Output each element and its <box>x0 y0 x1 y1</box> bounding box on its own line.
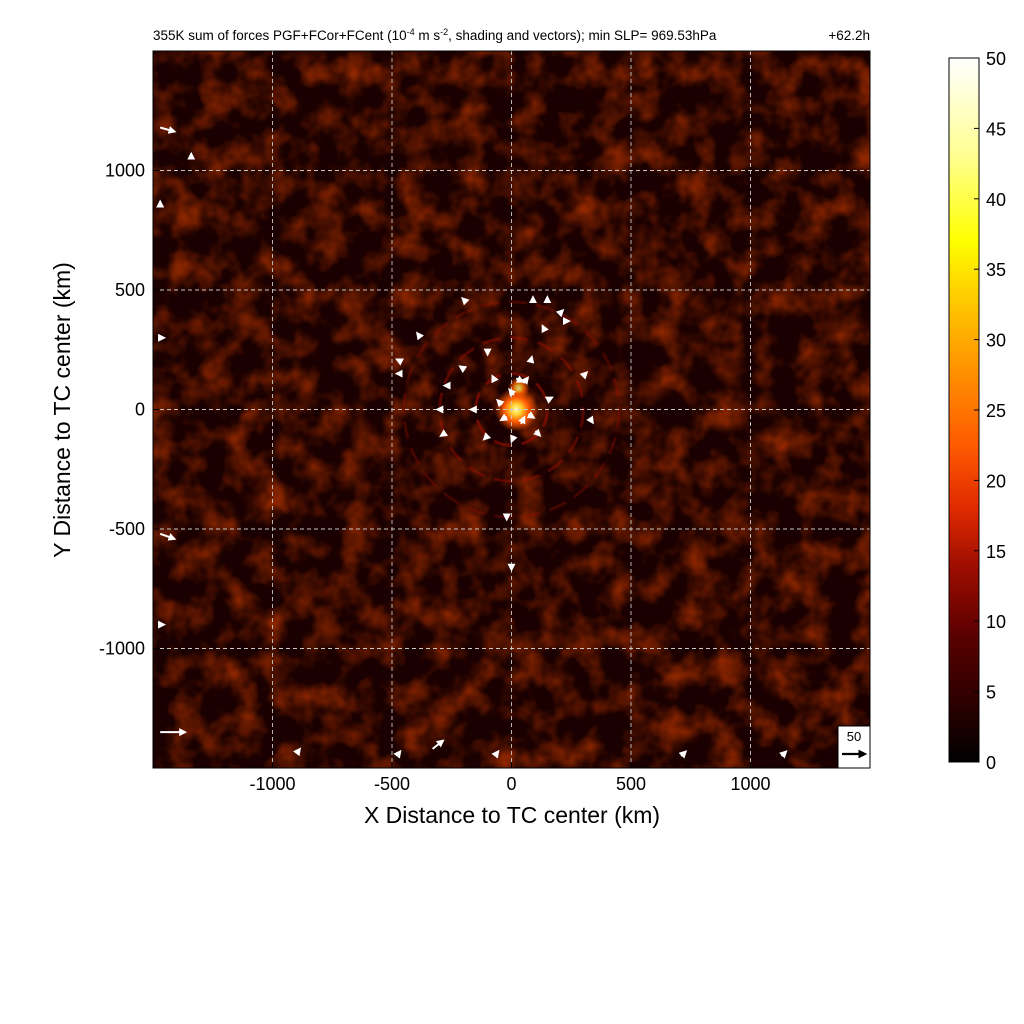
force-vector <box>544 396 554 404</box>
colorbar-tick-label: 50 <box>986 49 1006 69</box>
colorbar: 0 5 10 15 20 25 30 35 40 45 50 <box>948 49 1006 773</box>
x-tick-label: -500 <box>374 774 410 794</box>
force-vector <box>526 411 536 419</box>
plot-area <box>153 51 870 768</box>
force-vector <box>532 428 542 437</box>
force-vector <box>159 126 177 134</box>
colorbar-tick-label: 20 <box>986 471 1006 491</box>
force-vector <box>541 324 549 334</box>
colorbar-tick-label: 15 <box>986 542 1006 562</box>
colorbar-tick-label: 0 <box>986 753 996 773</box>
force-vector <box>508 388 517 397</box>
force-vector <box>491 749 500 759</box>
force-vector <box>521 376 530 385</box>
time-label: +62.2h <box>828 28 870 43</box>
force-vector <box>499 413 509 422</box>
force-vector <box>439 429 449 437</box>
force-vector <box>678 750 688 759</box>
force-vector <box>518 415 526 425</box>
colorbar-tick-label: 10 <box>986 612 1006 632</box>
force-vector <box>415 331 424 341</box>
colorbar-tick-label: 35 <box>986 260 1006 280</box>
force-vector <box>393 749 402 759</box>
force-vector <box>159 532 177 541</box>
force-vector <box>510 434 518 444</box>
y-tick-label: 1000 <box>105 161 145 181</box>
colorbar-tick-label: 5 <box>986 683 996 703</box>
x-tick-label: 0 <box>506 774 516 794</box>
y-axis-ticks: -1000 -500 0 500 1000 <box>99 161 159 659</box>
y-tick-label: 0 <box>135 400 145 420</box>
x-tick-label: 1000 <box>730 774 770 794</box>
force-vector <box>526 354 535 364</box>
gridlines <box>153 51 870 768</box>
force-vector <box>293 747 302 757</box>
x-axis-label: X Distance to TC center (km) <box>364 802 660 828</box>
x-axis-ticks: -1000 -500 0 500 1000 <box>249 762 771 794</box>
force-vector <box>482 432 492 441</box>
force-vector <box>586 415 594 425</box>
force-vector <box>495 398 505 408</box>
heatmap-ring <box>402 300 621 519</box>
force-vector <box>491 374 499 384</box>
force-vector <box>458 365 468 374</box>
force-vector <box>579 371 589 380</box>
y-tick-label: -500 <box>109 519 145 539</box>
chart-title: 355K sum of forces PGF+FCor+FCent (10-4 … <box>153 27 717 43</box>
y-tick-label: -1000 <box>99 639 145 659</box>
y-axis-label: Y Distance to TC center (km) <box>49 262 75 558</box>
colorbar-tick-label: 30 <box>986 331 1006 351</box>
force-vector <box>395 358 404 366</box>
force-vector <box>432 739 445 750</box>
colorbar-tick-label: 25 <box>986 401 1006 421</box>
reference-vector-key: 50 <box>837 725 871 769</box>
y-tick-label: 500 <box>115 280 145 300</box>
reference-vector-box <box>837 725 871 769</box>
force-vectors <box>156 126 788 759</box>
force-vector <box>779 750 788 759</box>
x-tick-label: -1000 <box>249 774 295 794</box>
colorbar-ticks: 0 5 10 15 20 25 30 35 40 45 50 <box>974 49 1006 773</box>
x-tick-label: 500 <box>616 774 646 794</box>
reference-vector-label: 50 <box>847 729 861 744</box>
force-vector <box>555 308 565 318</box>
force-vector <box>461 296 470 306</box>
colorbar-tick-label: 45 <box>986 119 1006 139</box>
colorbar-tick-label: 40 <box>986 190 1006 210</box>
